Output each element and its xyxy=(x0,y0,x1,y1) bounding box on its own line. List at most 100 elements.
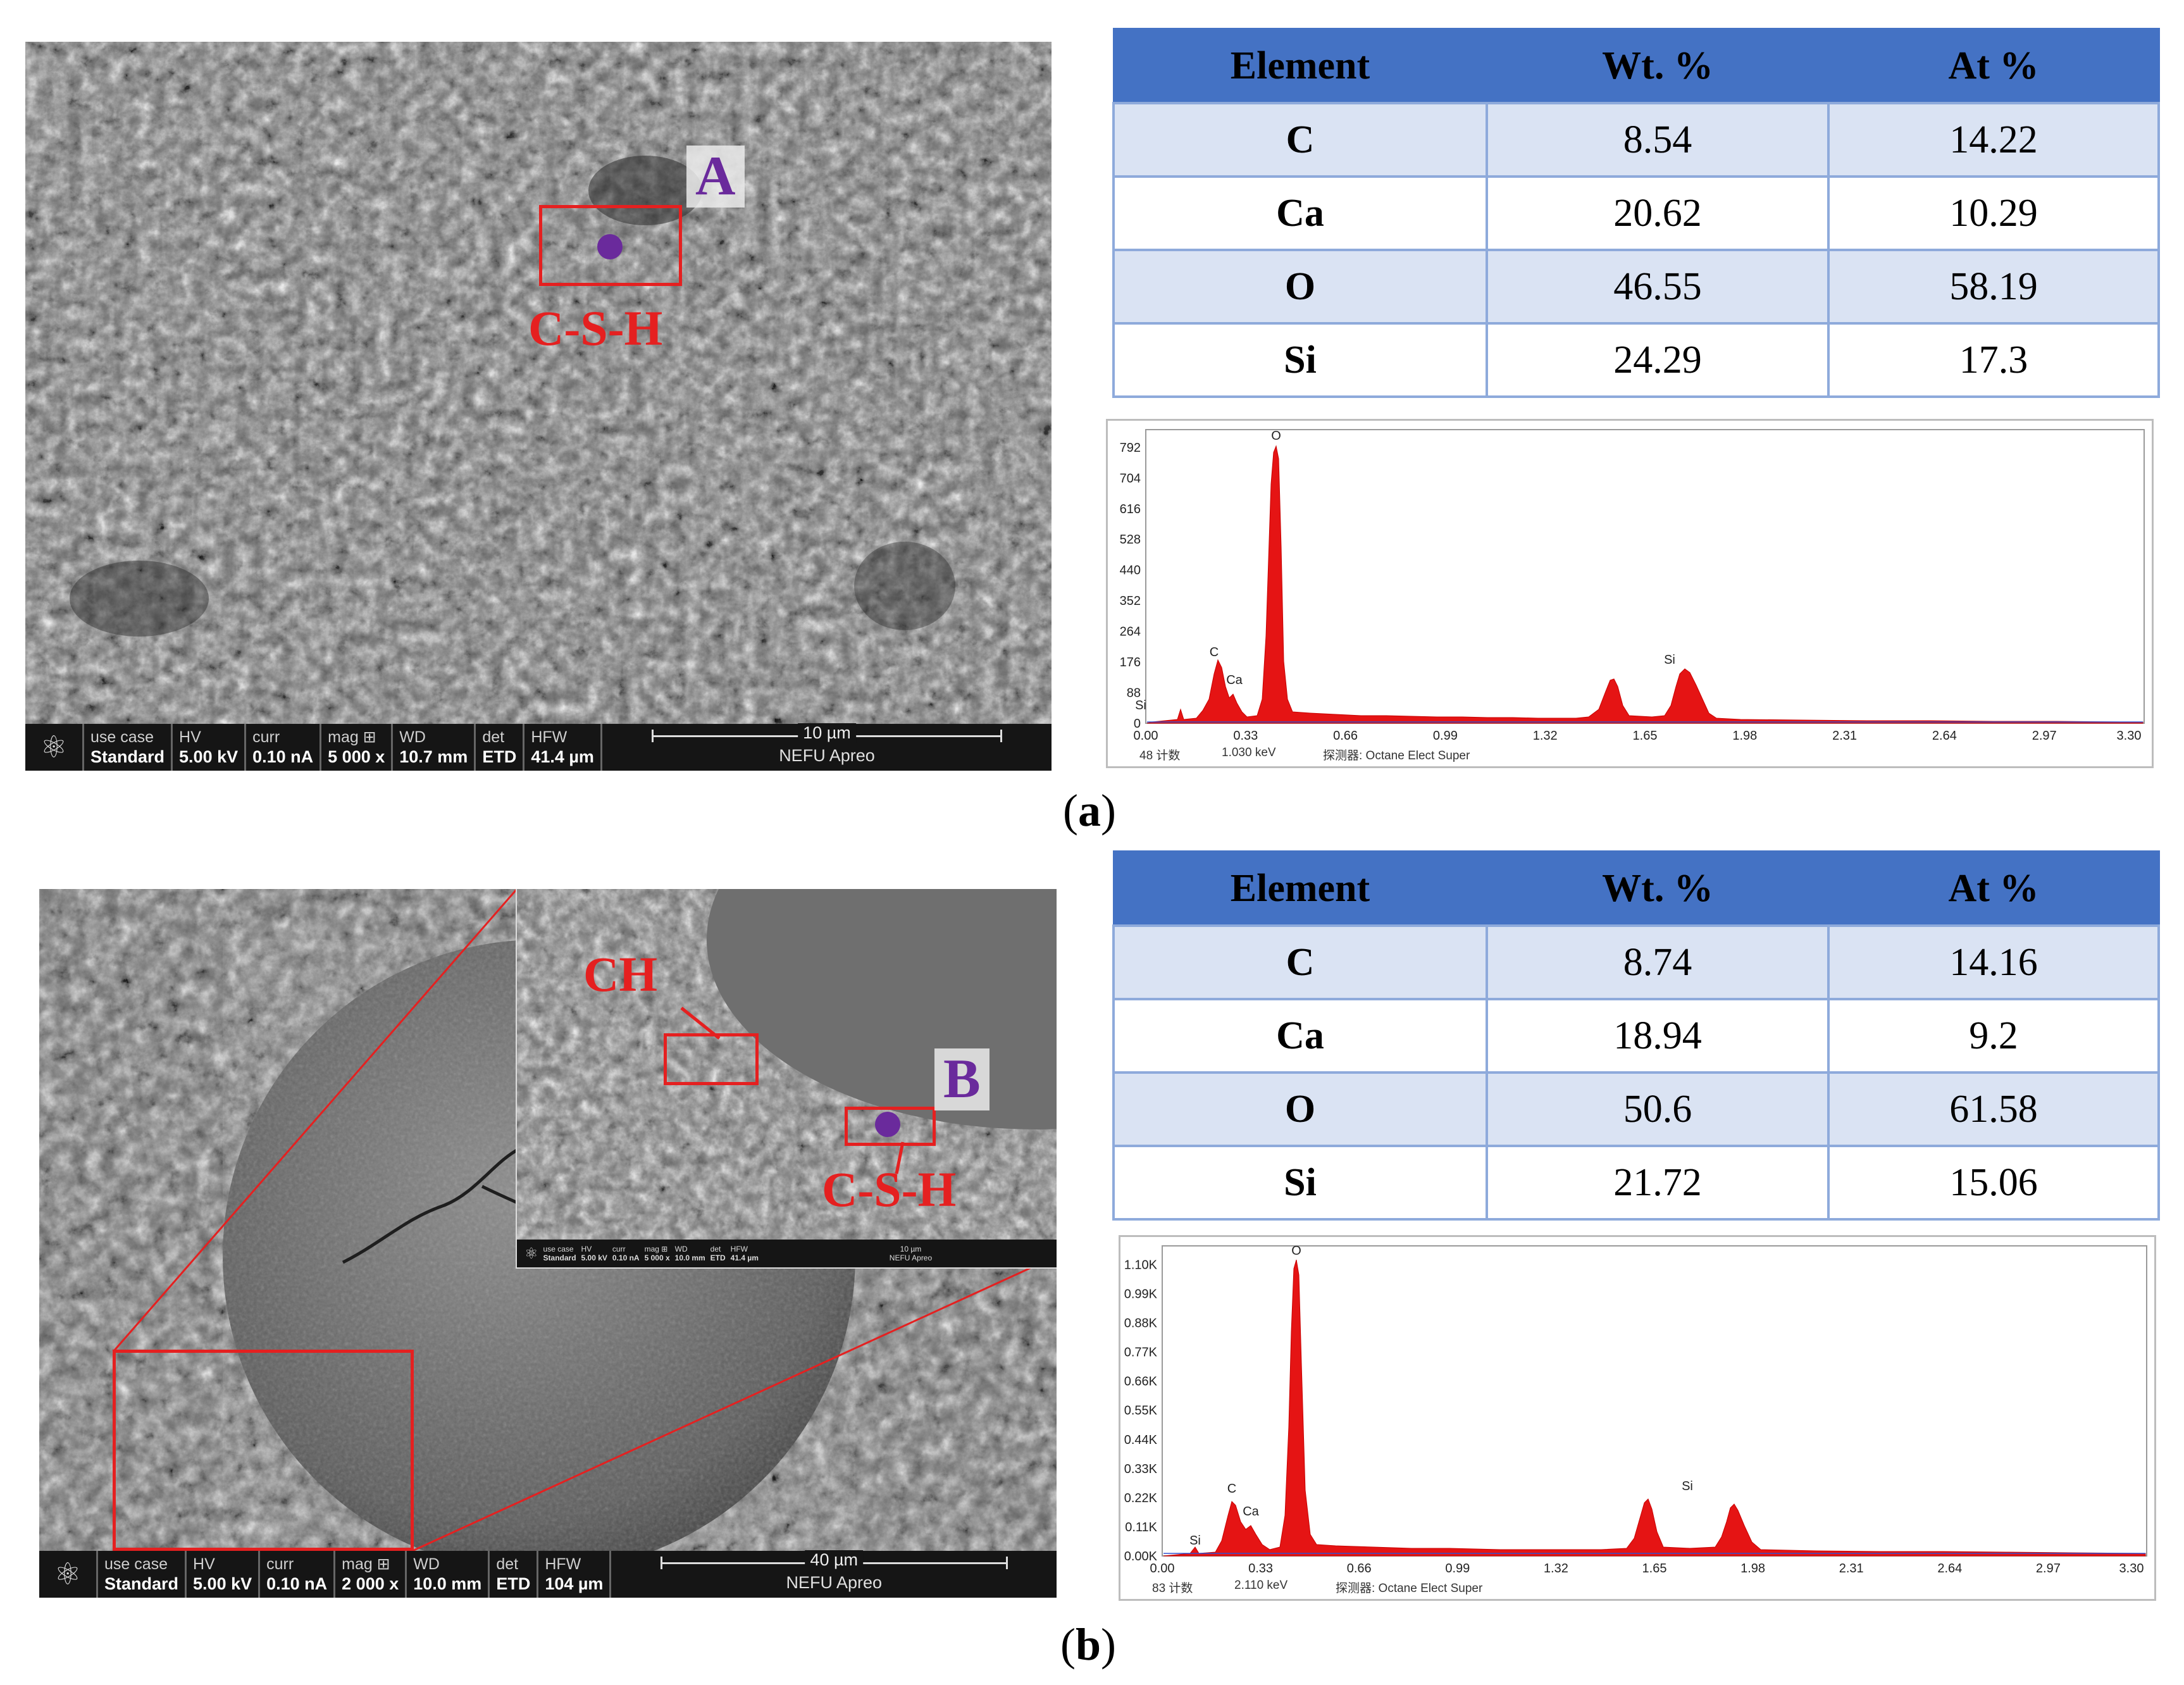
x-tick-label: 0.66 xyxy=(1347,1562,1372,1576)
y-tick-label: 0.66K xyxy=(1124,1375,1158,1389)
atom-logo-icon: ⚛ xyxy=(40,731,68,764)
inset-scale-bar: 10 µm NEFU Apreo xyxy=(889,1245,933,1262)
databar-cell: use case Standard xyxy=(82,724,171,771)
x-tick-label: 0.99 xyxy=(1445,1562,1470,1576)
databar-cell: mag ⊞ 2 000 x xyxy=(333,1551,405,1598)
atom-logo-icon: ⚛ xyxy=(54,1558,82,1591)
databar-cell: HV 5.00 kV xyxy=(171,724,244,771)
x-tick-label: 1.32 xyxy=(1544,1562,1568,1576)
y-tick-label: 440 xyxy=(1120,564,1141,578)
phase-label-ch: CH xyxy=(583,947,657,1002)
instrument-name: NEFU Apreo xyxy=(779,745,875,765)
spectrum-footer-counts: 83 计数 xyxy=(1152,1582,1193,1595)
sem-texture-a xyxy=(25,42,1052,724)
table-row: Si 21.72 15.06 xyxy=(1112,1145,2160,1221)
x-tick-label: 3.30 xyxy=(2117,729,2142,743)
sem-databar-a: ⚛ use case Standard HV 5.00 kV curr 0.10 nA… xyxy=(25,723,1052,771)
table-row: C 8.74 14.16 xyxy=(1112,924,2160,1000)
databar-cell: det ETD xyxy=(488,1551,537,1598)
caption-b: (b) xyxy=(1060,1619,1117,1670)
x-tick-label: 2.31 xyxy=(1832,729,1857,743)
databar-cell: WD 10.0 mm xyxy=(405,1551,488,1598)
databar-cell: curr 0.10 nA xyxy=(258,1551,333,1598)
table-header: Wt. % xyxy=(1486,850,1830,927)
x-tick-label: 2.97 xyxy=(2032,729,2057,743)
peak-label: Ca xyxy=(1243,1505,1259,1519)
eds-spectrum-a: 0 88 176 264 352 440 528 616 704 792 0.00 0.33 0.66… xyxy=(1106,419,2154,768)
spectrum-trace-b xyxy=(1163,1259,2146,1557)
instrument-name: NEFU Apreo xyxy=(786,1572,882,1592)
table-header: At % xyxy=(1827,28,2160,104)
x-tick-label: 0.99 xyxy=(1433,729,1458,743)
x-tick-label: 2.97 xyxy=(2036,1562,2061,1576)
inset-databar: ⚛ use case Standard HV 5.00 kV curr 0.10 nA… xyxy=(517,1240,1057,1267)
element-table-a: Element Wt. % At % C 8.54 14.22 Ca 20.62 10.… xyxy=(1112,28,2160,398)
point-label-a: A xyxy=(686,146,745,208)
peak-label: Si xyxy=(1664,653,1675,667)
eds-spectrum-b: 0.00K 0.11K 0.22K 0.33K 0.44K 0.55K 0.66K 0.77K… xyxy=(1119,1235,2156,1601)
peak-label: Si xyxy=(1682,1479,1693,1493)
databar-cell: HV 5.00 kV xyxy=(185,1551,258,1598)
x-tick-label: 1.98 xyxy=(1740,1562,1765,1576)
x-tick-label: 0.66 xyxy=(1333,729,1358,743)
inset-databar-cell: HFW 41.4 µm xyxy=(730,1245,759,1262)
sem-image-a: A C-S-H ⚛ use case Standard HV 5.00 kV cur… xyxy=(25,42,1052,771)
x-tick-label: 1.65 xyxy=(1633,729,1658,743)
x-tick-label: 1.65 xyxy=(1642,1562,1667,1576)
analysis-point-b xyxy=(875,1112,900,1137)
y-tick-label: 0.44K xyxy=(1124,1433,1158,1447)
peak-label: O xyxy=(1271,429,1281,443)
sem-inset-b: CH B C-S-H ⚛ use case Standard HV 5.00 kV … xyxy=(516,889,1057,1269)
databar-cell: mag ⊞ 5 000 x xyxy=(320,724,391,771)
atom-logo-icon: ⚛ xyxy=(524,1245,538,1262)
inset-databar-cell: curr 0.10 nA xyxy=(612,1245,640,1262)
spectrum-footer-counts: 48 计数 xyxy=(1139,749,1181,762)
x-tick-label: 1.98 xyxy=(1732,729,1757,743)
inset-databar-cell: use case Standard xyxy=(543,1245,576,1262)
x-tick-label: 0.33 xyxy=(1233,729,1258,743)
peak-label: Si xyxy=(1189,1534,1201,1548)
peak-label: O xyxy=(1291,1244,1301,1258)
y-tick-label: 1.10K xyxy=(1124,1258,1158,1272)
inset-databar-cell: mag ⊞ 5 000 x xyxy=(644,1245,670,1262)
table-header-row: Element Wt. % At % xyxy=(1112,850,2160,927)
magnified-region-box xyxy=(113,1350,414,1551)
spectrum-footer-detector: 探测器: Octane Elect Super xyxy=(1323,749,1470,762)
caption-a: (a) xyxy=(1063,785,1116,836)
spectrum-footer-energy: 2.110 keV xyxy=(1234,1579,1288,1592)
scale-bar-label: 10 µm xyxy=(798,723,856,743)
y-tick-label: 616 xyxy=(1120,502,1141,516)
scale-bar-label: 40 µm xyxy=(805,1550,864,1570)
analysis-point-a xyxy=(597,234,623,259)
ch-region-box xyxy=(664,1033,759,1085)
databar-cell: HFW 104 µm xyxy=(537,1551,609,1598)
databar-cell: WD 10.7 mm xyxy=(391,724,474,771)
table-row: O 46.55 58.19 xyxy=(1112,249,2160,325)
y-tick-label: 0.55K xyxy=(1124,1404,1158,1418)
y-tick-label: 0.99K xyxy=(1124,1287,1158,1301)
table-header: Element xyxy=(1112,28,1488,104)
table-header: At % xyxy=(1827,850,2160,927)
spectrum-footer-energy: 1.030 keV xyxy=(1222,746,1276,759)
csh-region-box-b xyxy=(845,1107,936,1146)
x-tick-label: 2.64 xyxy=(1932,729,1957,743)
peak-label: Ca xyxy=(1226,673,1243,687)
peak-label: Si xyxy=(1135,699,1146,712)
inset-databar-cell: det ETD xyxy=(710,1245,726,1262)
peak-label: C xyxy=(1210,645,1219,659)
csh-region-box-a xyxy=(539,205,682,286)
y-tick-label: 0 xyxy=(1134,717,1141,731)
y-tick-label: 0.33K xyxy=(1124,1462,1158,1476)
eds-plot-a: 0 88 176 264 352 440 528 616 704 792 0.00 0.33 0.66… xyxy=(1120,429,2145,743)
y-tick-label: 0.11K xyxy=(1125,1520,1157,1534)
y-tick-label: 0.77K xyxy=(1124,1346,1158,1360)
y-tick-label: 176 xyxy=(1120,656,1141,669)
databar-cell: HFW 41.4 µm xyxy=(523,724,600,771)
eds-plot-b: 0.00K 0.11K 0.22K 0.33K 0.44K 0.55K 0.66K 0.77K… xyxy=(1124,1244,2147,1576)
table-row: O 50.6 61.58 xyxy=(1112,1071,2160,1147)
databar-cell: det ETD xyxy=(474,724,523,771)
spectrum-footer-detector: 探测器: Octane Elect Super xyxy=(1336,1582,1483,1595)
y-tick-label: 528 xyxy=(1120,533,1141,547)
spectrum-trace-a xyxy=(1146,445,2144,724)
x-tick-label: 0.00 xyxy=(1134,729,1158,743)
